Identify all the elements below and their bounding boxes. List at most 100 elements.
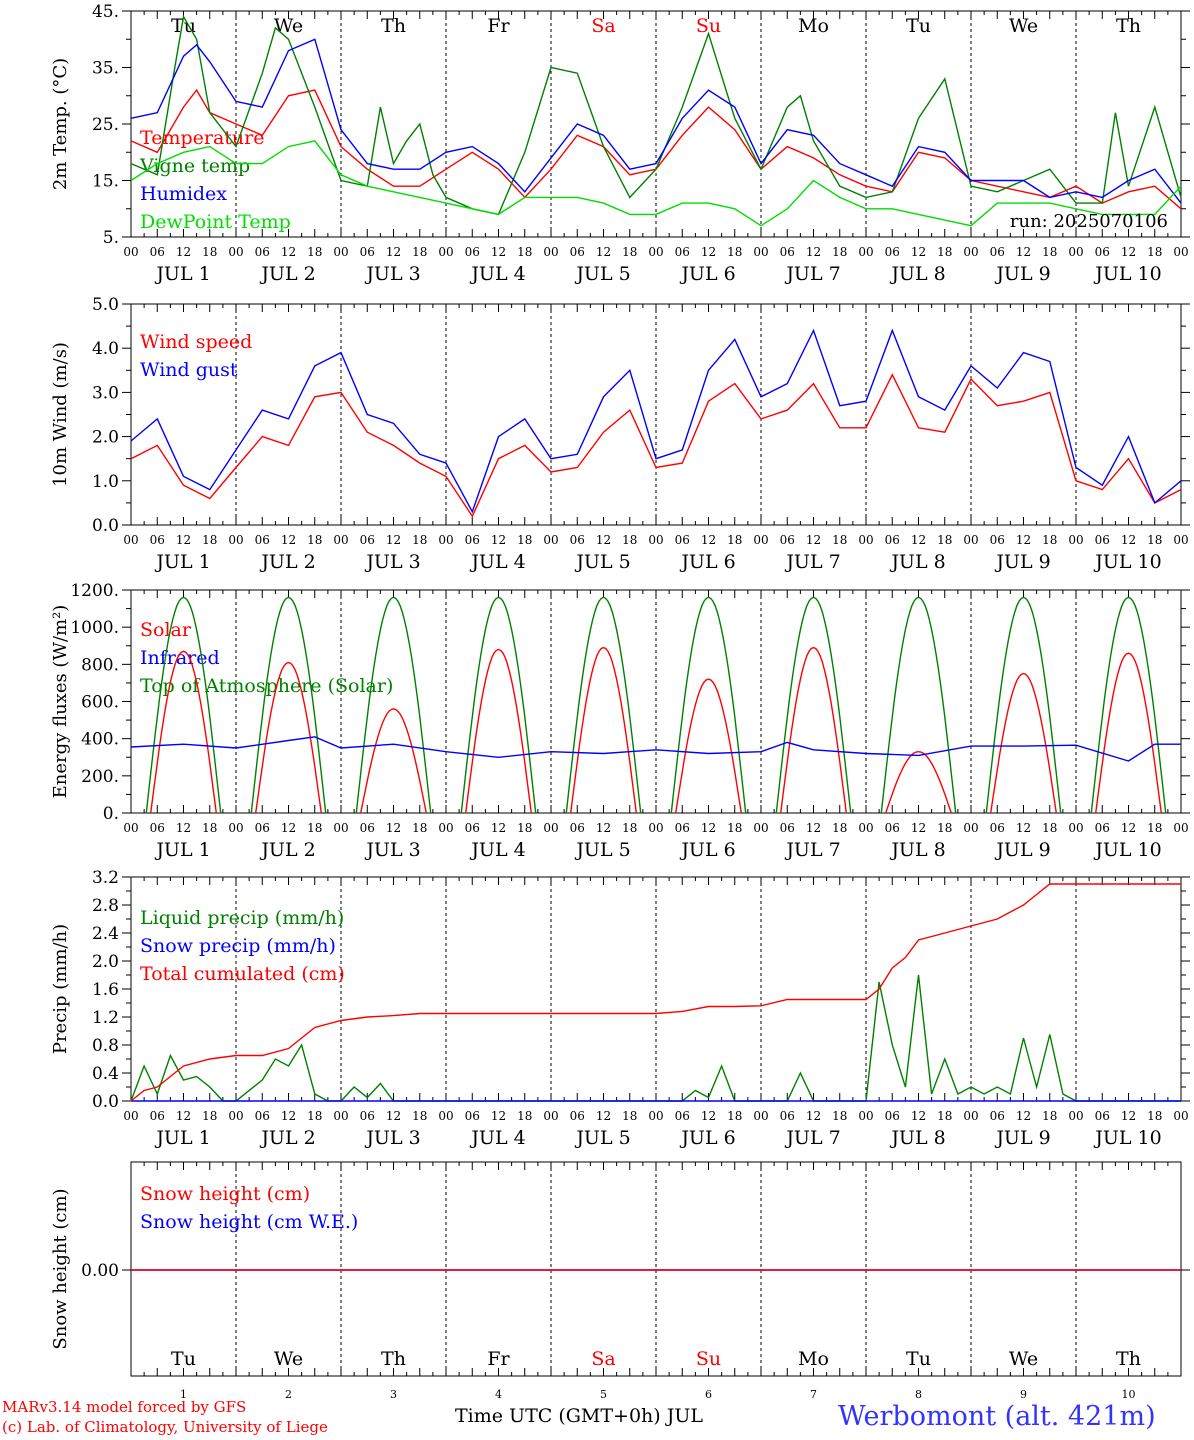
- hour-tick-label: 06: [885, 1109, 900, 1123]
- humidex-line: [130, 38, 1182, 204]
- hour-tick-label: 06: [465, 1109, 480, 1123]
- hour-tick-label: 18: [622, 1109, 637, 1123]
- hour-tick-label: 12: [701, 821, 716, 835]
- hour-tick-label: 12: [701, 533, 716, 547]
- hour-tick-label: 06: [1095, 1109, 1110, 1123]
- solar-line: [990, 672, 1057, 814]
- hour-tick-label: 18: [622, 533, 637, 547]
- toa-solar-line: [1090, 596, 1167, 814]
- date-label: JUL 10: [1093, 839, 1161, 861]
- hour-tick-label: 06: [1095, 245, 1110, 259]
- hour-tick-label: 00: [648, 1109, 663, 1123]
- day-number-label: 2: [285, 1388, 292, 1401]
- weekday-label: Tu: [171, 15, 196, 37]
- hour-tick-label: 00: [1173, 821, 1188, 835]
- legend-entry: Solar: [140, 619, 192, 641]
- hour-tick-label: 00: [1068, 821, 1083, 835]
- hour-tick-label: 00: [963, 821, 978, 835]
- hour-tick-label: 12: [701, 1109, 716, 1123]
- hour-tick-label: 00: [228, 821, 243, 835]
- hour-tick-label: 06: [465, 245, 480, 259]
- hour-tick-label: 00: [333, 1109, 348, 1123]
- date-label: JUL 10: [1093, 1127, 1161, 1149]
- hour-tick-label: 12: [1016, 821, 1031, 835]
- hour-tick-label: 06: [885, 533, 900, 547]
- model-credit: MARv3.14 model forced by GFS: [2, 1398, 247, 1416]
- hour-tick-label: 18: [1042, 821, 1057, 835]
- legend-entry: Total cumulated (cm): [140, 963, 345, 985]
- y-axis-label: 2m Temp. (°C): [50, 58, 71, 190]
- hour-tick-label: 18: [1042, 245, 1057, 259]
- solar-line: [1095, 652, 1162, 814]
- y-tick-label: 0.0: [92, 1092, 119, 1112]
- date-label: JUL 9: [994, 551, 1050, 573]
- weekday-label: We: [274, 15, 303, 37]
- weekday-label: Sa: [591, 1348, 615, 1370]
- y-tick-label: 0.: [103, 804, 119, 824]
- hour-tick-label: 12: [1121, 533, 1136, 547]
- y-tick-label: 0.0: [92, 516, 119, 536]
- hour-tick-label: 00: [543, 821, 558, 835]
- day-number-label: 6: [705, 1388, 712, 1401]
- hour-tick-label: 18: [307, 1109, 322, 1123]
- y-tick-label: 0.8: [92, 1036, 119, 1056]
- hour-tick-label: 12: [596, 245, 611, 259]
- solar-line: [885, 750, 952, 814]
- total-cumulated-cm-line: [130, 883, 1181, 1102]
- legend-entry: Snow height (cm): [140, 1183, 310, 1205]
- hour-tick-label: 00: [1173, 1109, 1188, 1123]
- vigne-temp-line: [130, 14, 1182, 216]
- toa-solar-line: [355, 596, 432, 814]
- hour-tick-label: 00: [333, 821, 348, 835]
- weekday-label: Th: [1116, 1348, 1141, 1370]
- hour-tick-label: 00: [333, 245, 348, 259]
- y-tick-label: 4.0: [92, 339, 119, 359]
- hour-tick-label: 12: [1121, 821, 1136, 835]
- hour-tick-label: 18: [727, 245, 742, 259]
- toa-solar-line: [985, 596, 1062, 814]
- hour-tick-label: 00: [648, 245, 663, 259]
- weekday-label: Tu: [906, 15, 931, 37]
- date-label: JUL 7: [784, 839, 840, 861]
- hour-tick-label: 12: [281, 1109, 296, 1123]
- toa-solar-line: [565, 596, 642, 814]
- legend-entry: Snow height (cm W.E.): [140, 1211, 358, 1233]
- hour-tick-label: 06: [255, 821, 270, 835]
- solar-line: [360, 708, 427, 814]
- y-tick-label: 1.6: [92, 980, 119, 1000]
- hour-tick-label: 06: [465, 821, 480, 835]
- y-tick-label: 3.2: [92, 868, 119, 888]
- date-label: JUL 10: [1093, 551, 1161, 573]
- toa-solar-line: [145, 596, 222, 814]
- hour-tick-label: 18: [202, 821, 217, 835]
- hour-tick-label: 18: [832, 821, 847, 835]
- hour-tick-label: 18: [937, 533, 952, 547]
- hour-tick-label: 12: [176, 533, 191, 547]
- weekday-label: We: [1009, 15, 1038, 37]
- date-label: JUL 1: [154, 839, 210, 861]
- hour-tick-label: 00: [753, 533, 768, 547]
- hour-tick-label: 12: [1121, 245, 1136, 259]
- hour-tick-label: 12: [281, 533, 296, 547]
- hour-tick-label: 12: [596, 821, 611, 835]
- hour-tick-label: 06: [1095, 821, 1110, 835]
- liquid-precip-mm-h-line: [130, 974, 1181, 1102]
- date-label: JUL 7: [784, 551, 840, 573]
- day-number-label: 10: [1122, 1388, 1136, 1401]
- hour-tick-label: 12: [806, 245, 821, 259]
- hour-tick-label: 18: [412, 245, 427, 259]
- hour-tick-label: 00: [438, 821, 453, 835]
- legend-entry: Vigne temp: [139, 155, 250, 177]
- hour-tick-label: 00: [753, 245, 768, 259]
- infrared-line: [130, 736, 1181, 762]
- run-label: run: 2025070106: [1010, 211, 1168, 232]
- date-label: JUL 1: [154, 263, 210, 285]
- hour-tick-label: 06: [885, 821, 900, 835]
- hour-tick-label: 12: [806, 1109, 821, 1123]
- y-tick-label: 1.0: [92, 472, 119, 492]
- hour-tick-label: 06: [360, 533, 375, 547]
- hour-tick-label: 12: [596, 1109, 611, 1123]
- day-number-label: 4: [495, 1388, 502, 1401]
- hour-tick-label: 18: [412, 821, 427, 835]
- hour-tick-label: 00: [333, 533, 348, 547]
